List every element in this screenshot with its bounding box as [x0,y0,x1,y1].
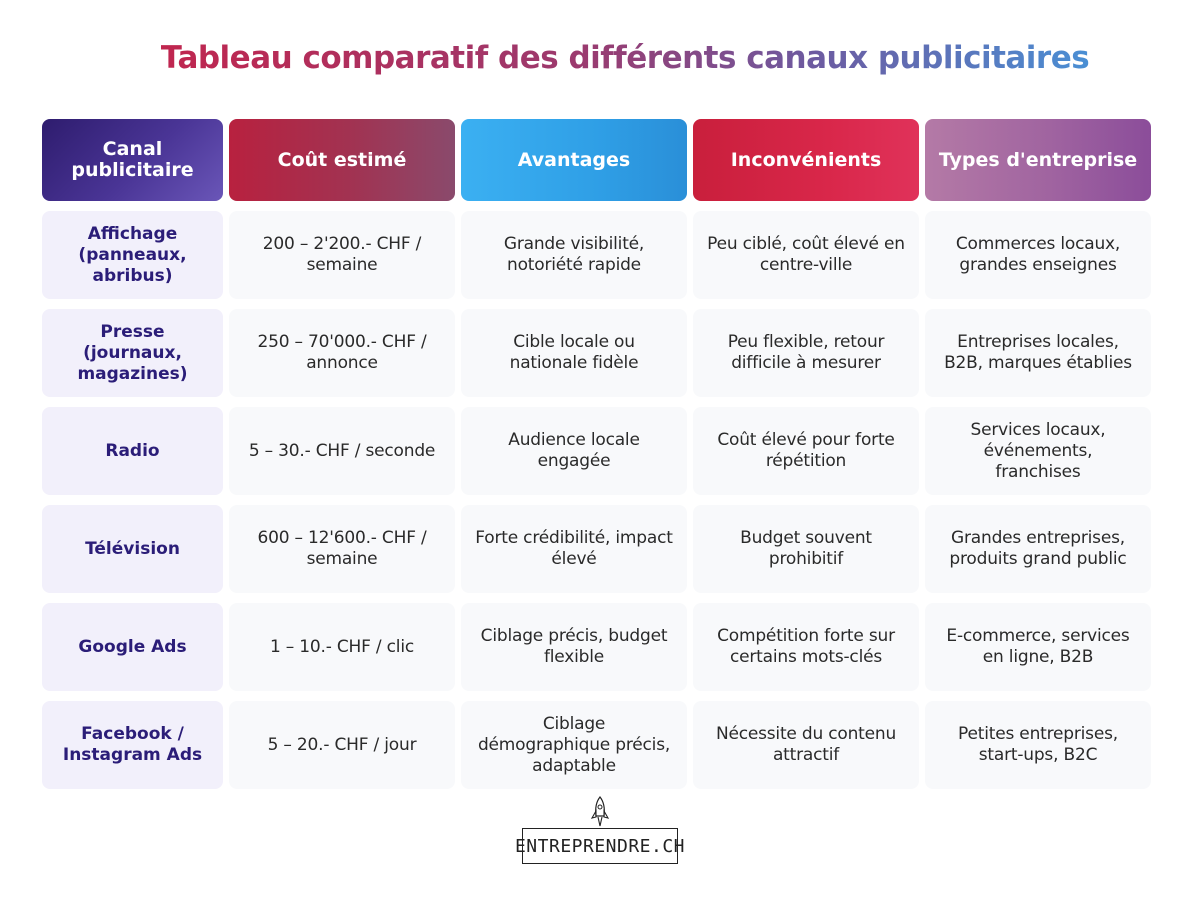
header-inconvenients: Inconvénients [693,119,919,201]
cell-types: Commerces locaux, grandes enseignes [925,211,1151,299]
row-label-facebook-instagram-ads: Facebook / Instagram Ads [42,701,223,789]
header-types: Types d'entreprise [925,119,1151,201]
row-label-presse: Presse (journaux, magazines) [42,309,223,397]
cell-avantages: Grande visibilité, notoriété rapide [461,211,687,299]
brand-logo: ENTREPRENDRE.CH [515,796,685,868]
cell-avantages: Ciblage précis, budget flexible [461,603,687,691]
cell-inconvenients: Budget souvent prohibitif [693,505,919,593]
cell-avantages: Audience locale engagée [461,407,687,495]
cell-cout: 250 – 70'000.- CHF / annonce [229,309,455,397]
rocket-icon [590,796,610,827]
header-canal: Canal publicitaire [42,119,223,201]
cell-cout: 600 – 12'600.- CHF / semaine [229,505,455,593]
cell-cout: 5 – 20.- CHF / jour [229,701,455,789]
cell-types: Services locaux, événements, franchises [925,407,1151,495]
cell-avantages: Forte crédibilité, impact élevé [461,505,687,593]
cell-avantages: Cible locale ou nationale fidèle [461,309,687,397]
cell-inconvenients: Peu ciblé, coût élevé en centre-ville [693,211,919,299]
cell-inconvenients: Coût élevé pour forte répétition [693,407,919,495]
cell-types: Petites entreprises, start-ups, B2C [925,701,1151,789]
header-cout: Coût estimé [229,119,455,201]
cell-inconvenients: Nécessite du contenu attractif [693,701,919,789]
header-avantages: Avantages [461,119,687,201]
comparison-table: Canal publicitaire Coût estimé Avantages… [42,119,1151,789]
cell-types: Entreprises locales, B2B, marques établi… [925,309,1151,397]
cell-inconvenients: Peu flexible, retour difficile à mesurer [693,309,919,397]
logo-wordmark: ENTREPRENDRE.CH [515,828,685,864]
logo-text: ENTREPRENDRE.CH [514,835,686,857]
cell-inconvenients: Compétition forte sur certains mots-clés [693,603,919,691]
row-label-radio: Radio [42,407,223,495]
cell-cout: 200 – 2'200.- CHF / semaine [229,211,455,299]
page-title: Tableau comparatif des différents canaux… [160,40,1090,76]
cell-cout: 5 – 30.- CHF / seconde [229,407,455,495]
cell-avantages: Ciblage démographique précis, adaptable [461,701,687,789]
cell-types: Grandes entreprises, produits grand publ… [925,505,1151,593]
row-label-affichage: Affichage (panneaux, abribus) [42,211,223,299]
row-label-television: Télévision [42,505,223,593]
row-label-google-ads: Google Ads [42,603,223,691]
cell-cout: 1 – 10.- CHF / clic [229,603,455,691]
cell-types: E-commerce, services en ligne, B2B [925,603,1151,691]
